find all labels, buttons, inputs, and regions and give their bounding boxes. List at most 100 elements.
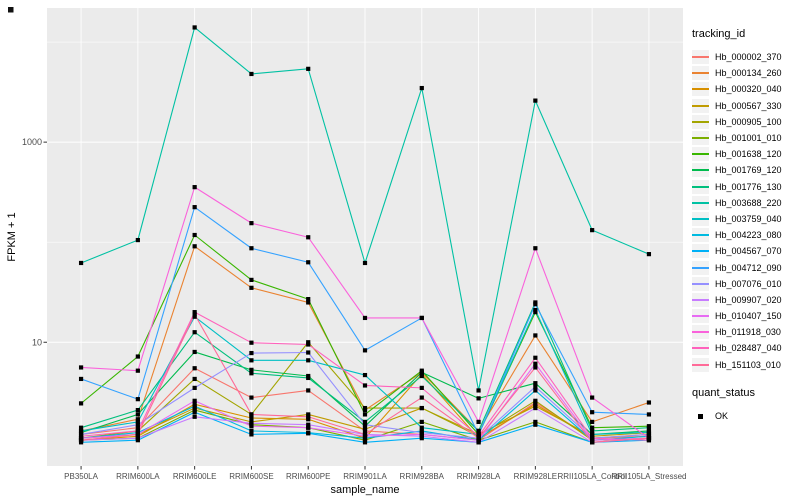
data-point — [419, 432, 424, 437]
legend-item-label: Hb_001776_130 — [715, 181, 782, 192]
legend-key-line-icon — [692, 169, 709, 172]
data-point — [192, 312, 197, 317]
legend-item-label: Hb_151103_010 — [715, 359, 781, 370]
y-axis-title: FPKM + 1 — [6, 212, 18, 261]
data-point — [249, 277, 254, 282]
y-tick-label: 1000 — [22, 137, 42, 147]
legend-item: Hb_000905_100 — [692, 114, 798, 130]
data-point — [419, 373, 424, 379]
x-tick-label: RRIM928BA — [400, 472, 445, 481]
legend-key-swatch — [692, 66, 709, 81]
axis-ticks — [43, 141, 650, 470]
data-point — [306, 66, 311, 71]
point-key-swatch — [692, 409, 709, 423]
data-point — [78, 434, 84, 439]
data-point — [78, 376, 84, 382]
data-point — [533, 419, 538, 425]
data-point — [306, 431, 311, 436]
legend-item-label: Hb_010407_150 — [715, 311, 782, 322]
data-point — [476, 436, 481, 441]
data-point — [533, 361, 538, 366]
data-point — [306, 350, 311, 355]
data-point — [249, 415, 254, 421]
legend-title-tracking-id: tracking_id — [692, 28, 746, 40]
legend-item-label: Hb_001769_120 — [715, 165, 782, 176]
data-point — [646, 412, 652, 417]
x-tick-label: RRIM600LE — [173, 472, 217, 481]
legend-key-line-icon — [692, 266, 709, 269]
axis-labels: 10 1000 PB350LA RRIM600LA RRIM600LE RRIM600SE… — [22, 137, 687, 481]
legend-item-label: OK — [715, 410, 729, 421]
data-point — [306, 300, 311, 305]
data-point — [533, 384, 538, 389]
data-point — [590, 395, 595, 400]
data-point — [78, 401, 84, 406]
legend-item: Hb_000134_260 — [692, 65, 798, 81]
legend-key-line-icon — [692, 234, 709, 237]
data-point — [192, 349, 197, 355]
data-point — [533, 398, 538, 403]
data-point — [362, 372, 368, 378]
legend-key-line-icon — [692, 282, 709, 285]
x-tick-label: RRIM928LA — [457, 472, 501, 481]
legend-key-swatch — [692, 228, 709, 243]
data-point — [646, 432, 652, 437]
data-point — [533, 388, 538, 393]
x-tick-label: RRII105LA_Control — [557, 472, 627, 481]
legend-item: Hb_001638_120 — [692, 146, 798, 162]
data-point — [646, 430, 652, 435]
legend-key-line-icon — [692, 185, 709, 188]
data-point — [192, 25, 197, 30]
data-point — [590, 419, 595, 425]
legend-item-label: Hb_001001_010 — [715, 133, 782, 144]
data-point — [590, 432, 595, 437]
legend-key-line-icon — [692, 363, 709, 366]
data-point — [135, 422, 140, 427]
legend-item-ok: OK — [692, 408, 798, 424]
data-point — [476, 419, 481, 425]
data-point — [249, 221, 254, 226]
data-point — [192, 314, 197, 319]
data-point — [362, 348, 368, 353]
data-point — [135, 407, 140, 413]
data-point — [306, 425, 311, 430]
legend-item-label: Hb_009907_020 — [715, 294, 782, 305]
legend-item-label: Hb_001638_120 — [715, 149, 782, 160]
data-point — [306, 358, 311, 363]
legend-item: Hb_011918_030 — [692, 324, 798, 340]
data-point — [249, 367, 254, 372]
data-point — [590, 436, 595, 441]
data-point — [135, 412, 140, 417]
legend-item: Hb_000567_330 — [692, 98, 798, 114]
data-point — [192, 376, 197, 382]
legend-key-line-icon — [692, 250, 709, 253]
x-tick-label: RRIM600SE — [229, 472, 273, 481]
data-point — [192, 410, 197, 415]
data-point — [362, 260, 368, 266]
legend-key-swatch — [692, 98, 709, 113]
y-tick-label: 10 — [32, 337, 42, 347]
legend-key-swatch — [692, 260, 709, 275]
data-point — [476, 440, 481, 445]
data-point — [249, 428, 254, 434]
data-point — [362, 427, 368, 432]
legend-item: Hb_028487_040 — [692, 340, 798, 356]
legend-item-label: Hb_000002_370 — [715, 52, 782, 63]
legend-item: Hb_004223_080 — [692, 227, 798, 243]
legend-item: Hb_000002_370 — [692, 49, 798, 65]
data-point — [419, 395, 424, 400]
legend-item: Hb_004567_070 — [692, 243, 798, 259]
data-point — [362, 315, 368, 321]
legend-key-swatch — [692, 211, 709, 226]
data-point — [135, 428, 140, 434]
data-point — [78, 438, 84, 443]
legend-items: Hb_000002_370 Hb_000134_260 Hb_000320_040 H… — [692, 49, 798, 373]
data-point — [646, 425, 652, 430]
legend-item-label: Hb_007076_010 — [715, 278, 782, 289]
data-point — [249, 340, 254, 345]
data-point — [135, 436, 140, 441]
data-point — [78, 440, 84, 445]
data-point — [590, 410, 595, 415]
legend-item-label: Hb_004223_080 — [715, 230, 782, 241]
